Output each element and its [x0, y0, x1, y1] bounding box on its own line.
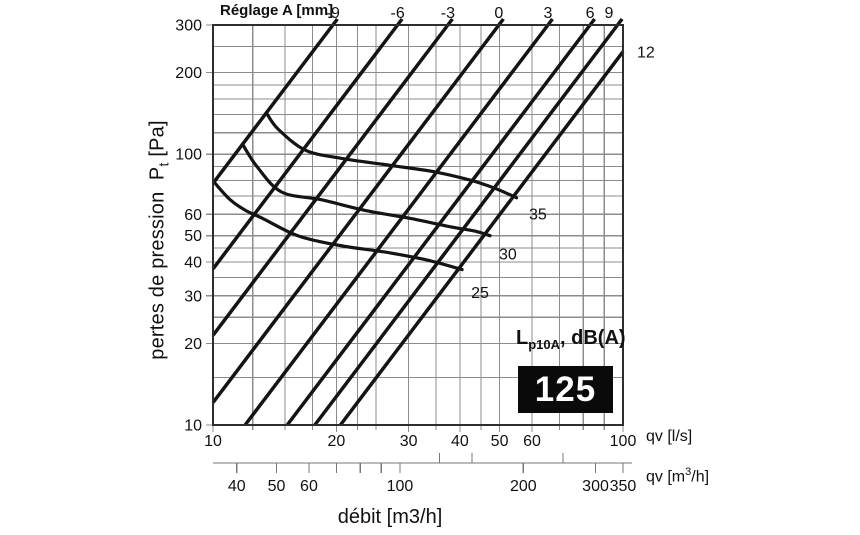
- noise-curves: 25 30 35: [212, 111, 547, 302]
- tick-label: 20: [328, 433, 346, 450]
- x2-axis: [213, 453, 632, 473]
- tick-label: 40: [451, 433, 469, 450]
- noise-label-unit: , dB(A): [560, 327, 626, 349]
- tick-label: 300: [582, 478, 609, 495]
- reglage-line--6: [211, 17, 404, 270]
- tick-label: 6: [586, 5, 595, 22]
- reglage-line-3: [243, 17, 554, 427]
- tick-label: 60: [184, 207, 202, 224]
- tick-label: 60: [300, 478, 318, 495]
- noise-curve-30: [240, 142, 492, 238]
- x-tick-labels: 10 20 30 40 50 60 100: [204, 433, 636, 450]
- tick-label: 100: [387, 478, 414, 495]
- y-axis-title-text: pertes de pression: [146, 191, 169, 360]
- tick-label: 20: [184, 336, 202, 353]
- x2-tick-labels: 40 50 60 100 200 300 350: [228, 478, 637, 495]
- tick-label: 10: [204, 433, 222, 450]
- tick-label: 50: [268, 478, 286, 495]
- y-axis-symbol-sub: t: [155, 162, 172, 167]
- noise-label-symbol: L: [516, 327, 529, 349]
- y-axis-title: pertes de pression Pt [Pa]: [147, 120, 172, 359]
- reglage-lines: -9 -6 -3 0 3 6 9 12: [211, 5, 655, 427]
- reglage-line--9: [211, 17, 339, 185]
- flow-unit-m3h-post: /h]: [691, 468, 710, 486]
- tick-label: 12: [637, 45, 655, 62]
- tick-label: 60: [523, 433, 541, 450]
- tick-label: 10: [184, 418, 202, 435]
- y-axis-symbol: P: [146, 166, 169, 181]
- tick-label: 30: [400, 433, 418, 450]
- tick-label: 100: [175, 147, 202, 164]
- noise-curve-label-30: 30: [499, 246, 517, 263]
- reglage-line--3: [211, 17, 454, 337]
- tick-label: 50: [491, 433, 509, 450]
- noise-level-label: Lp10A, dB(A): [516, 327, 626, 352]
- tick-label: 3: [543, 5, 552, 22]
- reglage-axis-title: Réglage A [mm]: [220, 2, 334, 19]
- size-badge-value: 125: [534, 369, 597, 409]
- tick-label: 0: [494, 5, 503, 22]
- tick-label: 100: [610, 433, 637, 450]
- noise-curve-35: [264, 111, 519, 200]
- tick-label: 350: [610, 478, 637, 495]
- tick-label: 30: [184, 288, 202, 305]
- reglage-line-12: [339, 50, 625, 427]
- noise-label-sub: p10A: [528, 337, 561, 352]
- tick-label: -9: [326, 5, 340, 22]
- flow-unit-m3h-sup: 3: [685, 466, 692, 478]
- noise-curve-25: [212, 180, 464, 272]
- tick-label: 40: [184, 254, 202, 271]
- reglage-line-6: [285, 17, 596, 427]
- tick-label: -6: [390, 5, 404, 22]
- tick-label: 9: [605, 5, 614, 22]
- tick-label: 300: [175, 18, 202, 35]
- flow-unit-m3h-label: qv [m3/h]: [646, 466, 709, 486]
- noise-curve-label-35: 35: [529, 206, 547, 223]
- size-badge: 125: [518, 366, 613, 413]
- y-tick-labels: 10 20 30 40 50 60 100 200 300: [175, 18, 202, 435]
- tick-label: 200: [175, 65, 202, 82]
- tick-label: 40: [228, 478, 246, 495]
- noise-curve-label-25: 25: [471, 285, 489, 302]
- tick-label: 200: [510, 478, 537, 495]
- y-axis-unit: [Pa]: [146, 120, 169, 157]
- flow-unit-ls-label: qv [l/s]: [646, 428, 693, 445]
- flow-unit-m3h-pre: qv [m: [646, 468, 686, 486]
- reglage-line-0: [211, 17, 505, 404]
- plot-border: [212, 24, 624, 426]
- reglage-line-9: [313, 17, 624, 427]
- x-axis-title: débit [m3/h]: [337, 506, 443, 528]
- tick-label: -3: [441, 5, 455, 22]
- tick-label: 50: [184, 228, 202, 245]
